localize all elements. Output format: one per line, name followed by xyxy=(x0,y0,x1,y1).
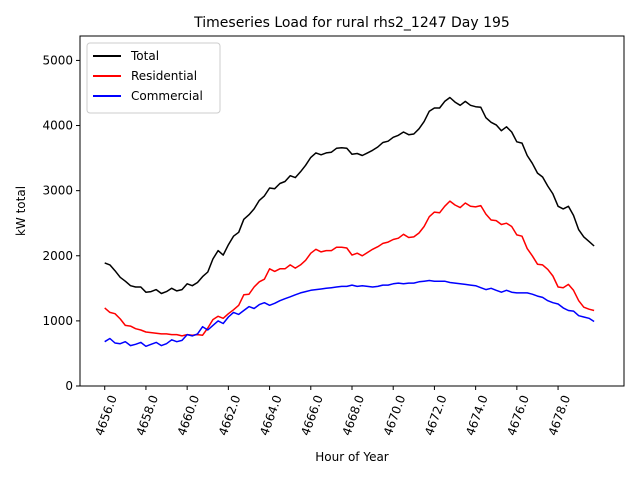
x-tick-label: 4658.0 xyxy=(134,393,162,437)
x-tick-label: 4670.0 xyxy=(381,393,409,437)
series-line-residential xyxy=(104,200,595,337)
y-tick-label: 4000 xyxy=(42,119,73,133)
y-tick-label: 0 xyxy=(65,379,73,393)
x-axis-label: Hour of Year xyxy=(315,450,389,464)
x-tick-label: 4656.0 xyxy=(92,393,120,437)
y-tick-label: 5000 xyxy=(42,53,73,67)
legend-label-total: Total xyxy=(130,49,159,63)
legend-label-commercial: Commercial xyxy=(131,89,203,103)
y-tick-label: 2000 xyxy=(42,249,73,263)
x-tick-label: 4676.0 xyxy=(504,393,532,437)
y-tick-label: 1000 xyxy=(42,314,73,328)
y-axis-label: kW total xyxy=(14,186,28,236)
series-line-commercial xyxy=(104,279,595,348)
x-tick-label: 4662.0 xyxy=(216,393,244,437)
y-tick-label: 3000 xyxy=(42,184,73,198)
plot-frame xyxy=(79,35,625,387)
x-tick-label: 4660.0 xyxy=(175,393,203,437)
legend-label-residential: Residential xyxy=(131,69,197,83)
x-tick-label: 4668.0 xyxy=(340,393,368,437)
series-line-total xyxy=(104,96,595,295)
chart-title: Timeseries Load for rural rhs2_1247 Day … xyxy=(193,15,510,31)
x-tick-label: 4678.0 xyxy=(546,393,574,437)
series-layer xyxy=(104,96,595,348)
legend: Total Residential Commercial xyxy=(86,42,221,114)
x-tick-label: 4664.0 xyxy=(257,393,285,437)
x-tick-label: 4672.0 xyxy=(422,393,450,437)
x-tick-label: 4666.0 xyxy=(298,393,326,437)
x-tick-label: 4674.0 xyxy=(463,393,491,437)
